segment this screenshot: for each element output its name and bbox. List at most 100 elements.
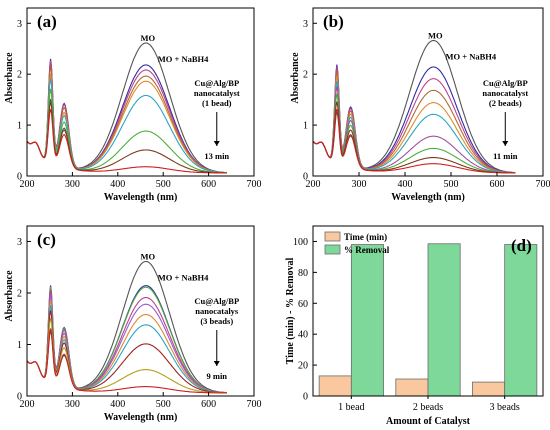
x-tick-label: 600 bbox=[201, 179, 216, 190]
annotation-mo-nabh4: MO + NaBH4 bbox=[445, 52, 496, 62]
annotation-catalyst-line: (1 bead) bbox=[202, 98, 232, 108]
x-tick-label: 3 beads bbox=[490, 402, 520, 413]
y-tick-label: 3 bbox=[303, 19, 308, 30]
panel-a: 200 300 400 500 600 700 0 1 2 3 Wavelength (nm) Abs… bbox=[4, 7, 262, 203]
plot-frame bbox=[26, 7, 255, 177]
y-tick-label: 60 bbox=[298, 299, 308, 310]
y-tick-label: 3 bbox=[17, 19, 22, 30]
annotation-mo: MO bbox=[140, 33, 155, 43]
annotation-mo-nabh4: MO + NaBH4 bbox=[158, 54, 209, 64]
x-axis-label: Amount of Catalyst bbox=[386, 416, 471, 427]
x-tick-label: 500 bbox=[156, 179, 171, 190]
spectrum-line-8 bbox=[26, 317, 227, 394]
y-tick-label: 0 bbox=[303, 172, 308, 183]
x-tick-label: 600 bbox=[201, 399, 216, 410]
y-tick-label: 1 bbox=[17, 121, 22, 132]
x-tick-label: 300 bbox=[352, 179, 367, 190]
plot-frame bbox=[312, 7, 544, 177]
x-tick-label: 700 bbox=[536, 179, 550, 190]
annotation-mo: MO bbox=[428, 31, 443, 41]
annotation-catalyst-line: nanocatalyst bbox=[194, 88, 240, 98]
annotation-time: 11 min bbox=[493, 151, 518, 161]
x-tick-label: 700 bbox=[247, 399, 262, 410]
bar-time bbox=[318, 375, 352, 397]
bar-time bbox=[395, 378, 429, 397]
x-tick-label: 200 bbox=[20, 179, 35, 190]
y-tick-label: 0 bbox=[303, 392, 308, 403]
annotation-mo-nabh4: MO + NaBH4 bbox=[158, 273, 209, 283]
x-tick-label: 400 bbox=[110, 399, 125, 410]
bar-removal bbox=[504, 244, 538, 397]
spectrum-line-8 bbox=[312, 101, 516, 174]
x-tick-label: 400 bbox=[110, 179, 125, 190]
arrow-head bbox=[213, 141, 220, 146]
y-tick-label: 100 bbox=[293, 237, 308, 248]
plot-frame bbox=[312, 225, 544, 397]
spectrum-line-8 bbox=[26, 109, 227, 174]
panel-label: (c) bbox=[37, 230, 56, 249]
annotation-catalyst-line: Cu@Alg/BP bbox=[194, 78, 239, 88]
bar-removal bbox=[427, 243, 461, 397]
spectrum-line-9 bbox=[26, 328, 227, 394]
x-tick-label: 300 bbox=[65, 179, 80, 190]
annotation-time: 9 min bbox=[206, 371, 227, 381]
y-tick-label: 0 bbox=[17, 172, 22, 183]
y-axis-label: Absorbance bbox=[4, 52, 15, 104]
panel-label: (a) bbox=[37, 12, 57, 31]
bar-removal bbox=[350, 244, 384, 397]
spectrum-line-7 bbox=[312, 93, 516, 174]
annotation-catalyst-line: nanocatalys bbox=[195, 306, 239, 316]
y-axis-label: Time (min) - % Removal bbox=[285, 258, 296, 365]
panel-b: 200 300 400 500 600 700 0 1 2 3 Wavelength (nm) Abs… bbox=[290, 7, 550, 203]
x-tick-label: 200 bbox=[306, 179, 321, 190]
panel-c: 200 300 400 500 600 700 0 1 2 3 Wavelength (nm) Abs… bbox=[4, 225, 262, 423]
y-axis-label: Absorbance bbox=[290, 52, 301, 104]
x-tick-label: 400 bbox=[398, 179, 413, 190]
panel-d: 1 bead 2 beads 3 beads 0 20 40 60 80 100 Amount o… bbox=[285, 225, 544, 427]
y-tick-label: 2 bbox=[17, 288, 22, 299]
y-tick-label: 0 bbox=[17, 392, 22, 403]
legend-swatch bbox=[324, 244, 341, 255]
x-tick-label: 600 bbox=[490, 179, 505, 190]
annotation-catalyst-line: (2 beads) bbox=[489, 98, 522, 108]
spectrum-line-7 bbox=[26, 310, 227, 394]
x-tick-label: 2 beads bbox=[413, 402, 443, 413]
arrow-head bbox=[502, 141, 509, 146]
annotation-time: 13 min bbox=[204, 151, 229, 161]
legend-label: % Removal bbox=[344, 245, 390, 255]
y-tick-label: 1 bbox=[303, 121, 308, 132]
y-axis-label: Absorbance bbox=[4, 270, 15, 322]
spectrum-line-6 bbox=[26, 88, 227, 174]
plot-frame bbox=[26, 225, 255, 397]
x-tick-label: 700 bbox=[247, 179, 262, 190]
panel-label: (b) bbox=[323, 12, 344, 31]
annotation-catalyst-line: nanocatalyst bbox=[482, 88, 528, 98]
y-tick-label: 2 bbox=[17, 70, 22, 81]
x-tick-label: 1 bead bbox=[338, 402, 364, 413]
x-axis-label: Wavelength (nm) bbox=[104, 192, 178, 203]
y-tick-label: 40 bbox=[298, 330, 308, 341]
legend-label: Time (min) bbox=[344, 232, 387, 242]
spectrum-line-5 bbox=[26, 78, 227, 174]
y-tick-label: 1 bbox=[17, 340, 22, 351]
x-tick-label: 500 bbox=[156, 399, 171, 410]
y-tick-label: 2 bbox=[303, 70, 308, 81]
x-tick-label: 300 bbox=[65, 399, 80, 410]
annotation-catalyst-line: Cu@Alg/BP bbox=[194, 296, 239, 306]
spectrum-line-7 bbox=[26, 101, 227, 174]
arrow-head bbox=[213, 361, 220, 366]
annotation-catalyst-line: Cu@Alg/BP bbox=[483, 78, 528, 88]
x-axis-label: Wavelength (nm) bbox=[391, 192, 465, 203]
y-tick-label: 80 bbox=[298, 268, 308, 279]
x-tick-label: 200 bbox=[20, 399, 35, 410]
y-tick-label: 3 bbox=[17, 237, 22, 248]
spectrum-line-9 bbox=[312, 109, 516, 174]
legend: Time (min) % Removal bbox=[324, 231, 390, 255]
panel-label: (d) bbox=[511, 236, 532, 255]
spectrum-line-6 bbox=[312, 86, 516, 174]
x-axis-label: Wavelength (nm) bbox=[104, 412, 178, 423]
annotation-mo: MO bbox=[140, 252, 155, 262]
bar-time bbox=[472, 381, 506, 397]
annotation-catalyst-line: (3 beads) bbox=[200, 316, 233, 326]
legend-swatch bbox=[324, 231, 341, 242]
